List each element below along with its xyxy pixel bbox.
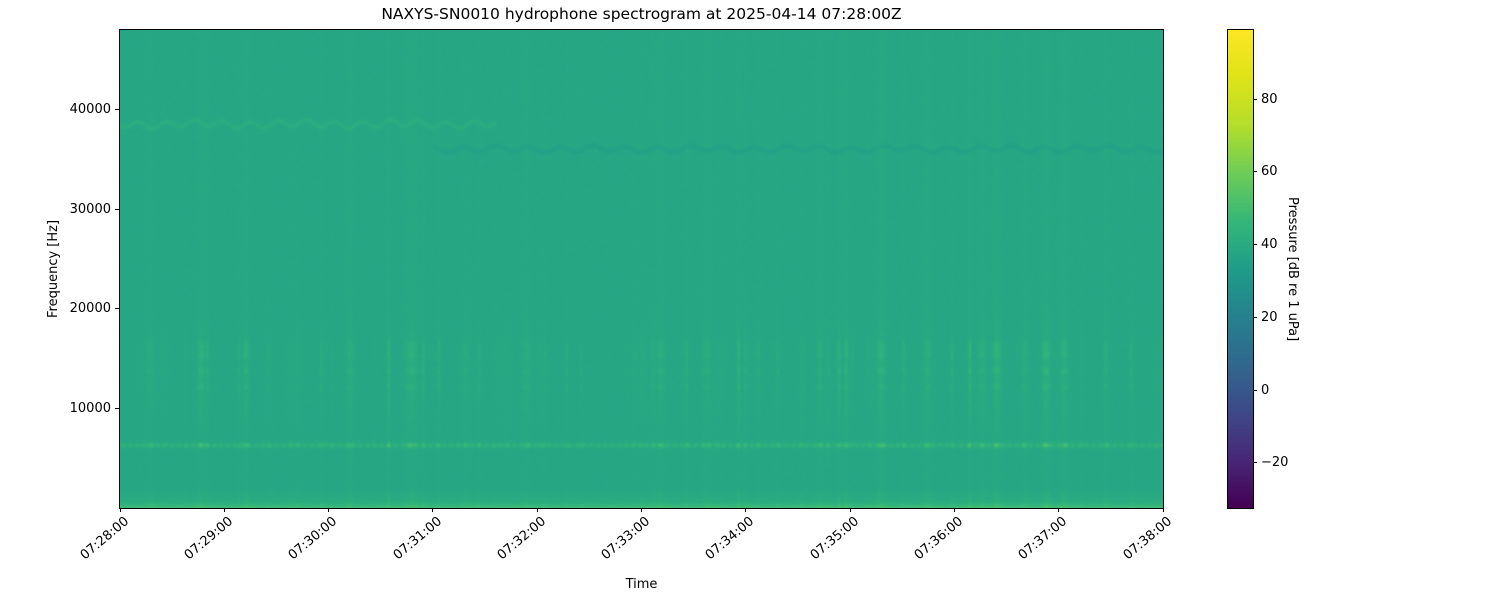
x-tick-label: 07:34:00 bbox=[703, 514, 758, 564]
x-tick-mark bbox=[223, 508, 225, 512]
colorbar-tick-label: 20 bbox=[1261, 309, 1278, 325]
colorbar-tick-mark bbox=[1253, 171, 1257, 173]
x-tick-label: 07:29:00 bbox=[181, 514, 236, 564]
colorbar-tick-mark bbox=[1253, 244, 1257, 246]
y-tick-label: 10000 bbox=[69, 400, 111, 416]
x-tick-label: 07:35:00 bbox=[807, 514, 862, 564]
colorbar-tick-mark bbox=[1253, 462, 1257, 464]
x-tick-mark bbox=[536, 508, 538, 512]
x-tick-mark bbox=[745, 508, 747, 512]
colorbar-tick-mark bbox=[1253, 98, 1257, 100]
x-tick-mark bbox=[119, 508, 121, 512]
x-tick-label: 07:32:00 bbox=[494, 514, 549, 564]
x-tick-label: 07:31:00 bbox=[390, 514, 445, 564]
y-tick-label: 40000 bbox=[69, 102, 111, 118]
y-tick-mark bbox=[115, 308, 120, 310]
colorbar-tick-mark bbox=[1253, 316, 1257, 318]
x-tick-mark bbox=[1058, 508, 1060, 512]
x-tick-label: 07:28:00 bbox=[77, 514, 132, 564]
x-tick-mark bbox=[432, 508, 434, 512]
x-tick-mark bbox=[849, 508, 851, 512]
colorbar-tick-mark bbox=[1253, 389, 1257, 391]
colorbar-tick-label: 0 bbox=[1261, 382, 1270, 398]
spectrogram-heatmap bbox=[120, 30, 1163, 508]
x-tick-label: 07:33:00 bbox=[598, 514, 654, 564]
colorbar-gradient bbox=[1228, 30, 1253, 508]
chart-title: NAXYS-SN0010 hydrophone spectrogram at 2… bbox=[381, 5, 902, 23]
x-tick-mark bbox=[1162, 508, 1164, 512]
colorbar-label: Pressure [dB re 1 uPa] bbox=[1285, 196, 1300, 342]
colorbar-tick-label: 80 bbox=[1261, 91, 1278, 107]
x-tick-label: 07:38:00 bbox=[1120, 514, 1175, 564]
y-axis-label: Frequency [Hz] bbox=[46, 219, 61, 319]
x-tick-mark bbox=[953, 508, 955, 512]
colorbar-tick-label: 60 bbox=[1261, 164, 1278, 180]
y-tick-mark bbox=[115, 407, 120, 409]
x-tick-mark bbox=[641, 508, 642, 512]
colorbar-tick-label: −20 bbox=[1261, 455, 1289, 471]
colorbar-tick-label: 40 bbox=[1261, 237, 1278, 253]
x-tick-label: 07:30:00 bbox=[285, 514, 341, 564]
x-tick-label: 07:36:00 bbox=[911, 514, 967, 564]
y-tick-mark bbox=[115, 109, 120, 111]
y-tick-mark bbox=[115, 208, 120, 210]
y-tick-label: 20000 bbox=[69, 301, 111, 317]
x-tick-label: 07:37:00 bbox=[1015, 514, 1071, 564]
x-tick-mark bbox=[328, 508, 330, 512]
x-axis-label: Time bbox=[625, 577, 658, 592]
y-tick-label: 30000 bbox=[69, 201, 111, 217]
